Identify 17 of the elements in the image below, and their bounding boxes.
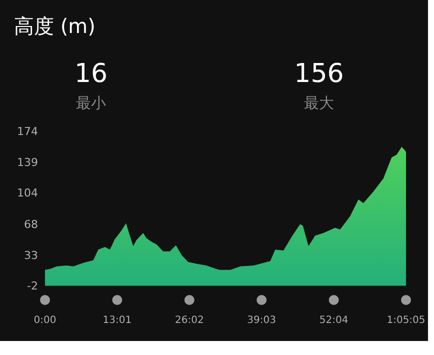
x-tick-label: 52:04 [319, 315, 348, 326]
y-tick-label: 174 [17, 125, 38, 138]
x-tick-label: 13:01 [102, 315, 132, 326]
y-tick-label: 104 [17, 186, 38, 200]
y-tick-label: 139 [17, 156, 38, 169]
text: 最大 [304, 94, 334, 112]
text: 156 [294, 59, 344, 89]
x-tick-label: 26:02 [174, 315, 204, 326]
x-tick-label: 0:00 [34, 315, 56, 326]
chart-title: 高度 (m) [14, 14, 96, 38]
x-tick-label: 1:05:05 [386, 315, 426, 326]
x-tick-label: 39:03 [247, 315, 276, 326]
y-tick-label: -2 [27, 280, 38, 293]
y-tick-label: 33 [24, 248, 38, 262]
text: 最小 [76, 94, 106, 112]
y-tick-label: 68 [24, 218, 38, 232]
text: 16 [74, 59, 108, 89]
